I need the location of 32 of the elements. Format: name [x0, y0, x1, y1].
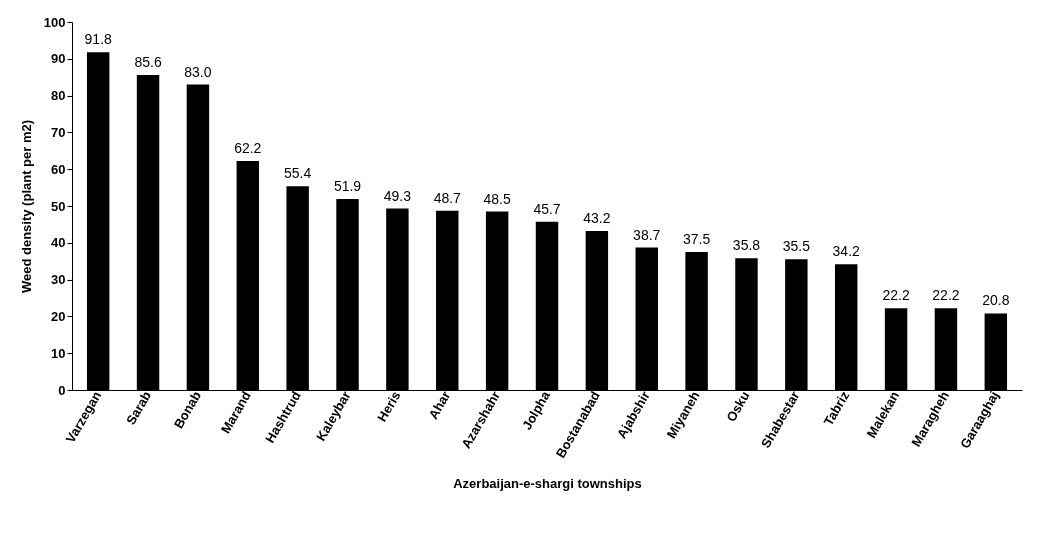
y-tick-label: 10 [51, 345, 66, 361]
data-label: 22.2 [932, 287, 960, 304]
y-tick-label: 90 [51, 51, 66, 67]
data-label: 20.8 [982, 292, 1010, 309]
x-axis-title: Azerbaijan-e-shargi townships [453, 476, 642, 492]
data-label: 49.3 [383, 187, 412, 204]
data-label: 38.7 [633, 226, 661, 243]
data-label: 34.2 [832, 243, 861, 260]
y-tick-label: 70 [51, 124, 66, 140]
y-tick-label: 60 [51, 161, 66, 177]
data-label: 35.5 [782, 238, 811, 255]
y-axis-title: Weed density (plant per m2) [18, 119, 34, 294]
data-label: 35.8 [732, 237, 761, 254]
y-tick-label: 0 [58, 382, 66, 398]
data-label: 62.2 [234, 140, 262, 157]
data-label: 48.7 [433, 189, 462, 206]
data-label: 85.6 [134, 53, 162, 70]
y-tick-label: 30 [51, 272, 66, 288]
y-tick-label: 100 [43, 14, 66, 30]
y-tick-label: 40 [51, 235, 66, 251]
y-tick-label: 20 [51, 308, 66, 324]
data-label: 83.0 [184, 63, 212, 80]
y-tick-label: 50 [51, 198, 66, 214]
data-label: 55.4 [284, 165, 312, 182]
y-tick-label: 80 [51, 88, 66, 104]
data-label: 45.7 [533, 200, 561, 217]
data-label: 91.8 [84, 31, 113, 48]
data-label: 22.2 [882, 287, 910, 304]
data-label: 37.5 [682, 231, 711, 247]
data-label: 51.9 [333, 178, 362, 195]
data-label: 48.5 [483, 190, 511, 207]
data-label: 43.2 [583, 210, 611, 227]
